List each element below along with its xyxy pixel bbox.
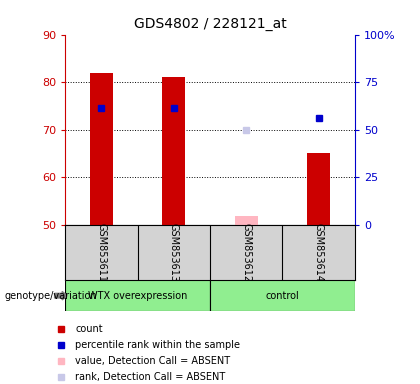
Bar: [90, 73, 113, 225]
Text: rank, Detection Call = ABSENT: rank, Detection Call = ABSENT: [75, 372, 226, 382]
Text: control: control: [265, 291, 299, 301]
Bar: [307, 153, 330, 225]
Text: GSM853614: GSM853614: [314, 223, 324, 282]
Text: percentile rank within the sample: percentile rank within the sample: [75, 340, 240, 350]
Text: genotype/variation: genotype/variation: [4, 291, 97, 301]
Text: WTX overexpression: WTX overexpression: [88, 291, 187, 301]
Bar: [162, 77, 185, 225]
Text: GSM853611: GSM853611: [96, 223, 106, 282]
Text: value, Detection Call = ABSENT: value, Detection Call = ABSENT: [75, 356, 230, 366]
Bar: [65, 280, 210, 311]
Title: GDS4802 / 228121_at: GDS4802 / 228121_at: [134, 17, 286, 31]
Text: GSM853613: GSM853613: [169, 223, 179, 282]
Text: GSM853612: GSM853612: [241, 223, 251, 282]
Bar: [235, 216, 258, 225]
Text: count: count: [75, 324, 103, 334]
Bar: [210, 280, 355, 311]
